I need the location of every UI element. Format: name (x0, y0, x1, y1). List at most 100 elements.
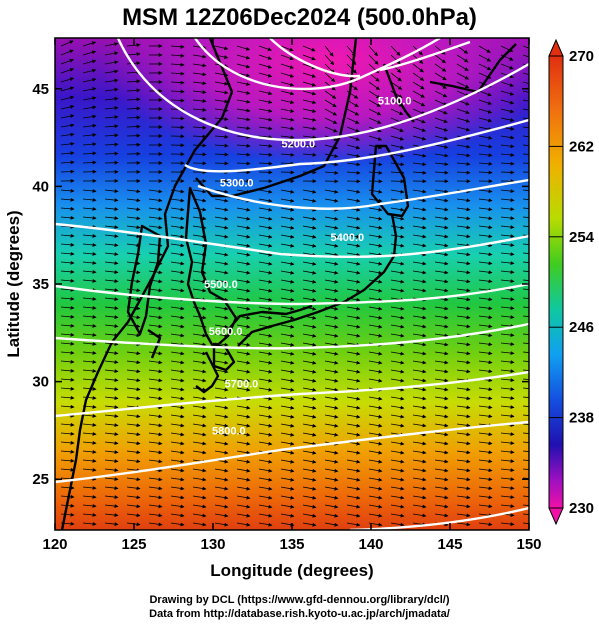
wind-vector (170, 261, 185, 266)
wind-vector (236, 161, 251, 166)
wind-vector (522, 387, 529, 389)
wind-vector (236, 234, 251, 239)
wind-vector (148, 423, 163, 428)
wind-vector (478, 279, 493, 284)
wind-vector (368, 414, 383, 419)
wind-vector (478, 270, 493, 275)
wind-vector (434, 432, 449, 437)
wind-vector (346, 234, 361, 239)
wind-vector (456, 144, 471, 149)
wind-vector (500, 468, 515, 473)
wind-vector (258, 198, 273, 203)
wind-vector (434, 459, 449, 464)
wind-vector (192, 477, 207, 482)
wind-vector (302, 504, 317, 509)
wind-vector (324, 270, 339, 275)
wind-vector (324, 315, 339, 320)
wind-vector (60, 49, 74, 56)
wind-vector (456, 387, 471, 392)
wind-vector (456, 513, 471, 518)
wind-vector (368, 45, 379, 57)
wind-vector (126, 88, 141, 93)
wind-vector (82, 242, 97, 247)
wind-vector (104, 504, 119, 509)
wind-vector (522, 414, 529, 416)
wind-vector (346, 135, 361, 141)
wind-vector (302, 513, 317, 518)
wind-vector (104, 459, 119, 464)
wind-vector (258, 306, 273, 311)
wind-vector (324, 324, 339, 329)
wind-vector (82, 114, 97, 119)
colorbar-tick-label: 238 (569, 410, 594, 427)
wind-vector (500, 414, 515, 419)
colorbar-tick-label: 262 (569, 138, 594, 155)
wind-vector (302, 405, 317, 410)
wind-vector (280, 333, 295, 338)
wind-vector (126, 513, 141, 518)
wind-vector (412, 495, 427, 500)
wind-vector (346, 261, 361, 266)
wind-vector (434, 423, 449, 428)
wind-vector (126, 324, 141, 329)
wind-vector (302, 459, 317, 464)
wind-vector (412, 378, 427, 383)
wind-vector (170, 71, 185, 76)
wind-vector (522, 513, 529, 515)
wind-vector (104, 78, 119, 83)
wind-vector (148, 378, 163, 383)
wind-vector (478, 99, 492, 105)
wind-vector (434, 261, 449, 266)
wind-vector (346, 252, 361, 257)
wind-vector (148, 351, 163, 356)
wind-vector (478, 170, 493, 175)
wind-vector (258, 207, 273, 212)
wind-vector (126, 288, 141, 293)
wind-vector (346, 108, 360, 116)
wind-vector (280, 504, 295, 509)
wind-vector (434, 99, 448, 106)
wind-vector (236, 270, 251, 275)
wind-vector (280, 270, 295, 275)
wind-vector (412, 396, 427, 401)
wind-vector (258, 333, 273, 338)
wind-vector (478, 216, 493, 221)
wind-vector (280, 45, 294, 52)
wind-vector (368, 297, 383, 302)
wind-vector (522, 315, 529, 317)
wind-vector (324, 63, 335, 74)
wind-vector (60, 58, 74, 65)
wind-vector (500, 522, 515, 527)
wind-vector (368, 243, 383, 248)
wind-vector (522, 63, 529, 67)
wind-vector (456, 252, 471, 257)
wind-vector (258, 432, 273, 437)
wind-vector (522, 369, 529, 371)
wind-vector (280, 198, 295, 203)
wind-vector (236, 450, 251, 455)
wind-vector (324, 522, 339, 527)
wind-vector (412, 90, 425, 98)
wind-vector (522, 468, 529, 470)
wind-vector (478, 495, 493, 500)
wind-vector (258, 297, 273, 302)
wind-vector (148, 306, 163, 311)
wind-vector (258, 161, 273, 166)
wind-vector (434, 477, 449, 482)
wind-vector (412, 468, 427, 473)
wind-vector (104, 189, 119, 194)
wind-vector (236, 152, 251, 157)
wind-vector (170, 486, 185, 491)
wind-vector (368, 54, 379, 65)
wind-vector (280, 81, 295, 87)
wind-vector (302, 378, 317, 383)
wind-vector (302, 495, 317, 500)
wind-vector (258, 441, 273, 446)
wind-vector (126, 115, 141, 120)
wind-vector (280, 450, 295, 455)
wind-vector (434, 441, 449, 446)
wind-vector (236, 63, 251, 69)
wind-vector (324, 468, 339, 473)
wind-vector (302, 108, 317, 113)
wind-vector (478, 432, 493, 437)
